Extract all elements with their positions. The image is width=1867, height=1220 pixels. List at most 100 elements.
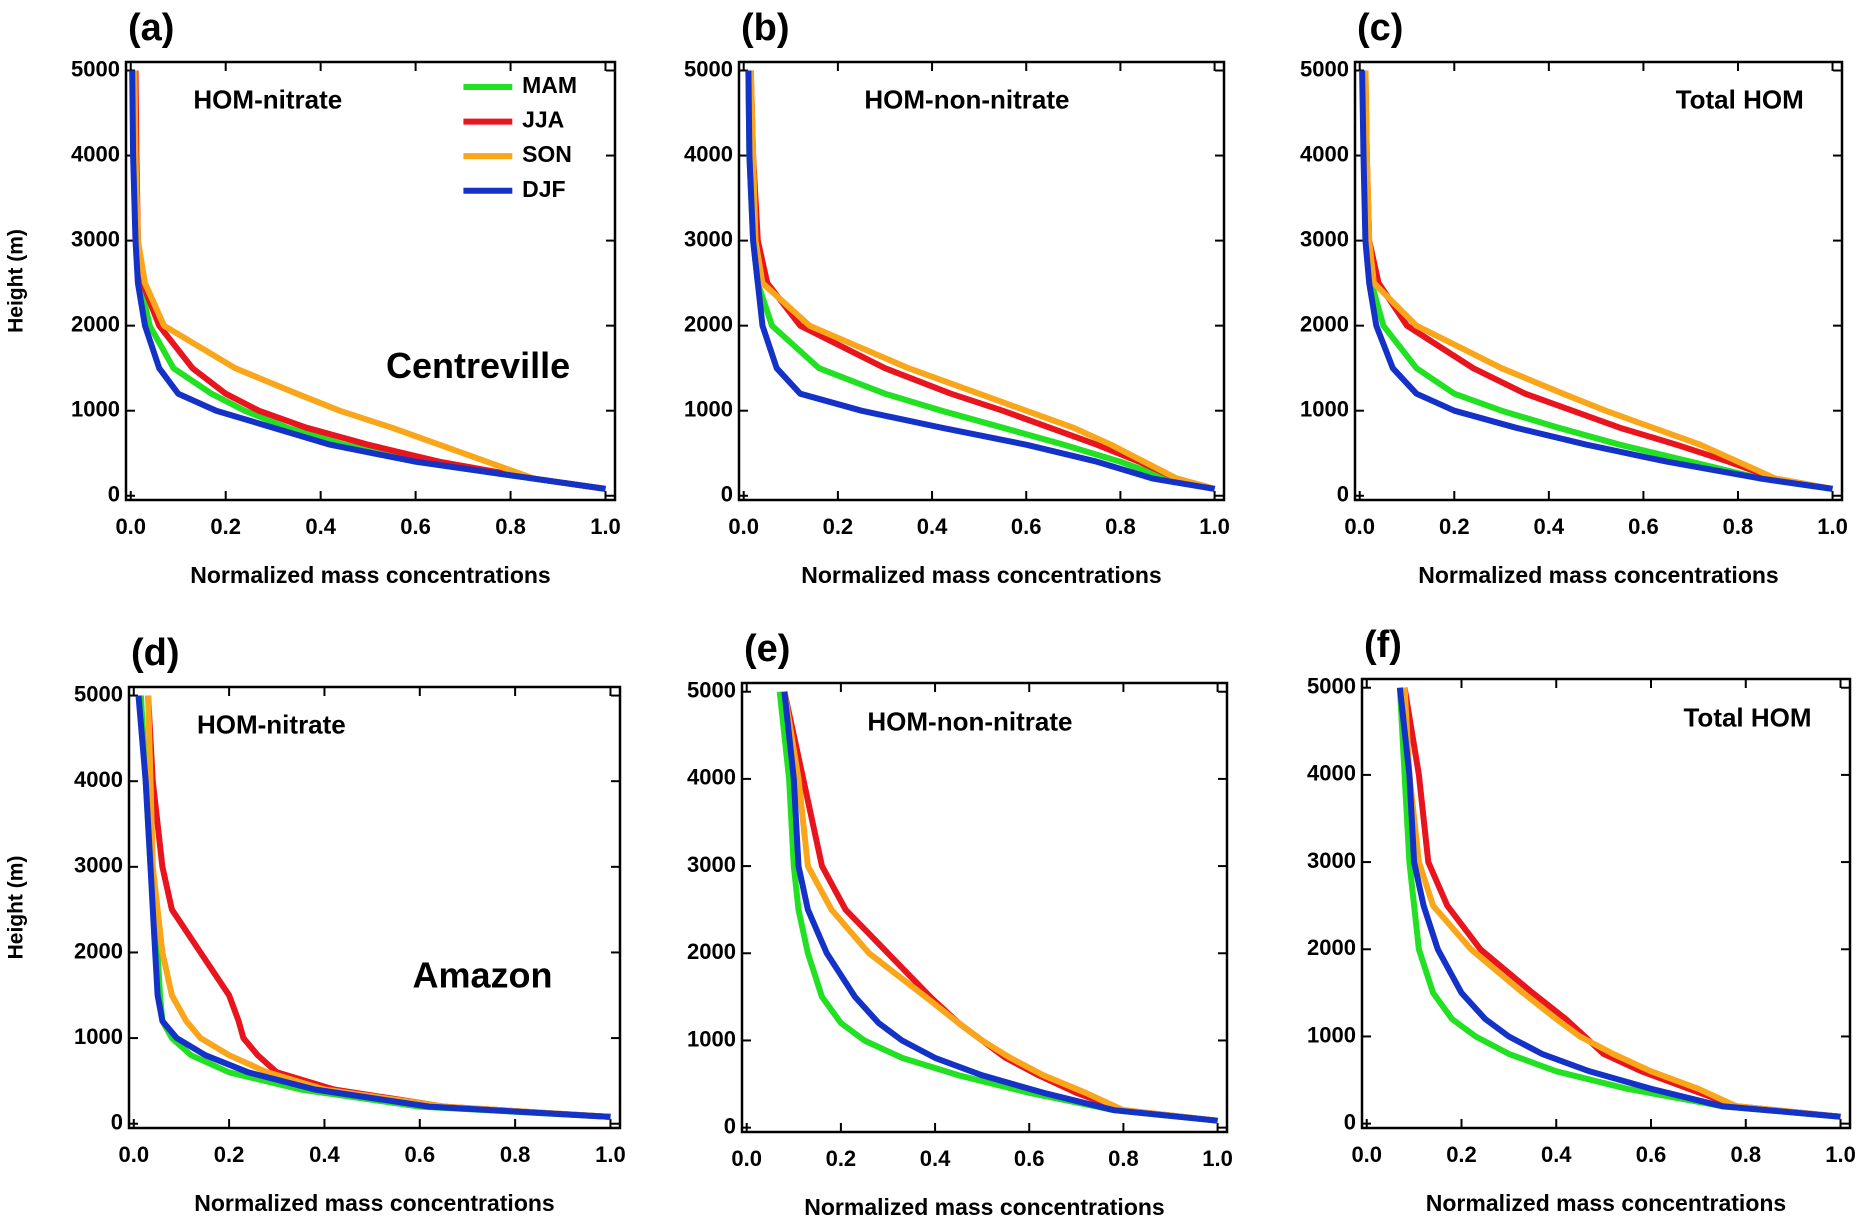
series-line bbox=[1360, 70, 1833, 492]
series-line bbox=[145, 695, 611, 1120]
y-tick-label: 0 bbox=[111, 1110, 123, 1135]
annotation: HOM-nitrate bbox=[193, 84, 342, 114]
y-tick-label: 0 bbox=[721, 482, 733, 507]
y-tick-label: 0 bbox=[108, 482, 120, 507]
series-line bbox=[137, 695, 611, 1120]
panel-label: (c) bbox=[1357, 7, 1403, 49]
x-tick-label: 0.4 bbox=[1541, 1142, 1572, 1167]
plot-frame bbox=[737, 60, 1226, 502]
y-tick-label: 0 bbox=[1344, 1109, 1356, 1134]
y-tick-label: 2000 bbox=[687, 939, 736, 964]
y-tick-label: 5000 bbox=[71, 56, 120, 81]
y-tick-label: 4000 bbox=[684, 141, 733, 166]
legend-label: MAM bbox=[522, 72, 577, 98]
annotation: HOM-non-nitrate bbox=[864, 84, 1069, 114]
y-tick-label: 5000 bbox=[74, 681, 123, 706]
panel-label: (d) bbox=[131, 632, 180, 674]
series-line bbox=[131, 70, 606, 492]
y-tick-label: 4000 bbox=[1307, 761, 1356, 786]
panel-label: (e) bbox=[744, 628, 790, 670]
x-tick-label: 0.6 bbox=[1014, 1146, 1045, 1171]
x-tick-label: 0.4 bbox=[305, 514, 336, 539]
site-label: Amazon bbox=[413, 955, 553, 996]
x-tick-label: 0.0 bbox=[115, 514, 146, 539]
annotation: Total HOM bbox=[1683, 702, 1811, 732]
series-line bbox=[781, 691, 1218, 1124]
y-tick-label: 4000 bbox=[687, 765, 736, 790]
annotation: Total HOM bbox=[1676, 84, 1804, 114]
series-line bbox=[130, 70, 606, 492]
y-tick-label: 4000 bbox=[71, 141, 120, 166]
y-tick-label: 0 bbox=[724, 1113, 736, 1138]
x-tick-label: 0.0 bbox=[731, 1146, 762, 1171]
x-tick-label: 0.2 bbox=[210, 514, 241, 539]
legend-label: SON bbox=[522, 141, 572, 167]
x-tick-label: 0.2 bbox=[214, 1142, 245, 1167]
x-tick-label: 0.8 bbox=[500, 1142, 531, 1167]
x-tick-label: 0.2 bbox=[826, 1146, 857, 1171]
series-line bbox=[1362, 70, 1834, 492]
y-tick-label: 4000 bbox=[74, 767, 123, 792]
y-tick-label: 1000 bbox=[687, 1026, 736, 1051]
y-tick-label: 3000 bbox=[71, 226, 120, 251]
y-tick-label: 0 bbox=[1337, 482, 1349, 507]
y-tick-label: 3000 bbox=[687, 852, 736, 877]
series-line bbox=[1401, 687, 1841, 1120]
x-tick-label: 0.4 bbox=[1534, 514, 1565, 539]
series-line bbox=[747, 70, 1216, 492]
series-line bbox=[1396, 687, 1841, 1120]
x-axis-label: Normalized mass concentrations bbox=[804, 1194, 1164, 1220]
y-tick-label: 5000 bbox=[1307, 674, 1356, 699]
y-tick-label: 1000 bbox=[71, 397, 120, 422]
y-tick-label: 1000 bbox=[1307, 1022, 1356, 1047]
plot-frame bbox=[1353, 60, 1844, 502]
x-tick-label: 0.6 bbox=[1628, 514, 1659, 539]
series-line bbox=[135, 695, 611, 1120]
x-tick-label: 0.2 bbox=[823, 514, 854, 539]
y-tick-label: 3000 bbox=[1300, 226, 1349, 251]
panel-label: (f) bbox=[1364, 624, 1402, 666]
x-tick-label: 1.0 bbox=[1199, 514, 1230, 539]
y-tick-label: 2000 bbox=[684, 311, 733, 336]
series-line bbox=[132, 70, 606, 492]
series-line bbox=[776, 691, 1218, 1124]
series-line bbox=[129, 70, 606, 492]
series-line bbox=[745, 70, 1216, 492]
x-tick-label: 1.0 bbox=[1825, 1142, 1856, 1167]
x-tick-label: 1.0 bbox=[590, 514, 621, 539]
y-tick-label: 5000 bbox=[684, 56, 733, 81]
x-tick-label: 0.4 bbox=[920, 1146, 951, 1171]
x-tick-label: 0.8 bbox=[495, 514, 526, 539]
x-tick-label: 0.8 bbox=[1723, 514, 1754, 539]
x-tick-label: 0.2 bbox=[1446, 1142, 1477, 1167]
series-line bbox=[781, 691, 1218, 1124]
series-line bbox=[1396, 687, 1841, 1120]
plot-frame bbox=[127, 685, 622, 1130]
series-line bbox=[745, 70, 1216, 492]
y-tick-label: 2000 bbox=[74, 938, 123, 963]
plot-frame bbox=[1360, 677, 1852, 1130]
series-line bbox=[1401, 687, 1841, 1120]
x-axis-label: Normalized mass concentrations bbox=[190, 562, 550, 588]
plot-frame bbox=[124, 60, 617, 502]
y-axis-label: Height (m) bbox=[5, 229, 28, 333]
y-tick-label: 1000 bbox=[1300, 397, 1349, 422]
series-line bbox=[781, 691, 1218, 1124]
y-tick-label: 3000 bbox=[1307, 848, 1356, 873]
x-tick-label: 0.6 bbox=[1011, 514, 1042, 539]
annotation: HOM-non-nitrate bbox=[867, 706, 1072, 736]
x-axis-label: Normalized mass concentrations bbox=[801, 562, 1161, 588]
x-tick-label: 0.8 bbox=[1108, 1146, 1139, 1171]
x-tick-label: 1.0 bbox=[595, 1142, 626, 1167]
series-line bbox=[747, 70, 1216, 492]
y-tick-label: 5000 bbox=[1300, 56, 1349, 81]
series-line bbox=[1362, 70, 1834, 492]
x-axis-label: Normalized mass concentrations bbox=[1426, 1190, 1786, 1216]
x-tick-label: 0.6 bbox=[400, 514, 431, 539]
x-tick-label: 0.8 bbox=[1105, 514, 1136, 539]
legend-label: JJA bbox=[522, 107, 564, 133]
site-label: Centreville bbox=[386, 345, 570, 386]
x-tick-label: 0.8 bbox=[1730, 1142, 1761, 1167]
y-axis-label: Height (m) bbox=[5, 856, 28, 960]
